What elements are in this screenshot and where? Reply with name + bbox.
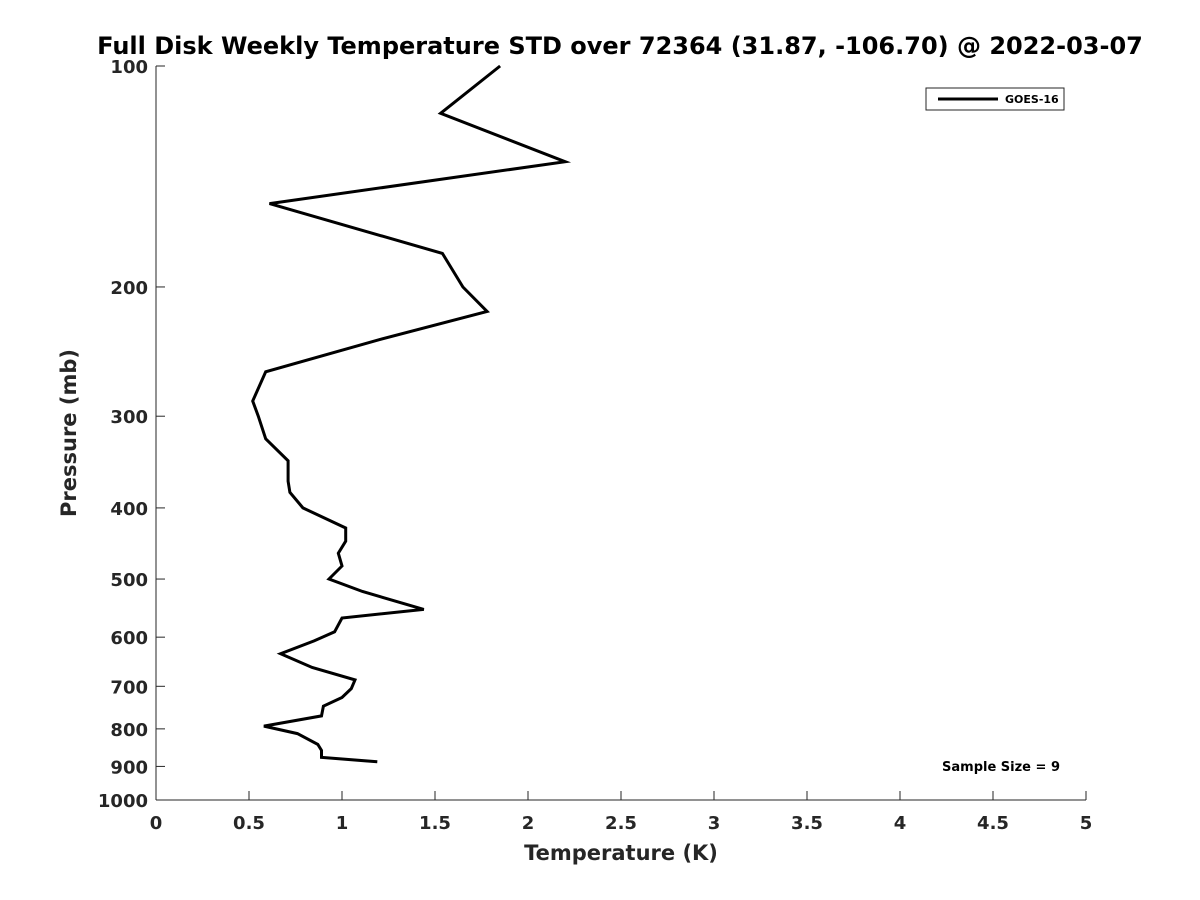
y-tick-label: 900 (110, 757, 148, 778)
x-tick-label: 0.5 (233, 813, 265, 834)
sample-size-annotation: Sample Size = 9 (942, 760, 1060, 775)
y-tick-label: 200 (110, 278, 148, 299)
x-ticks: 0 0.5 1 1.5 2 2.5 3 3.5 4 4.5 5 (150, 791, 1093, 834)
y-tick-label: 100 (110, 57, 148, 78)
x-tick-label: 5 (1080, 813, 1093, 834)
x-tick-label: 1.5 (419, 813, 451, 834)
y-tick-label: 700 (110, 677, 148, 698)
x-tick-label: 0 (150, 813, 163, 834)
y-axis-label: Pressure (mb) (57, 349, 81, 517)
legend-label-goes-16: GOES-16 (1005, 93, 1059, 106)
x-tick-label: 2.5 (605, 813, 637, 834)
series-line-goes-16 (251, 64, 572, 764)
x-tick-label: 4 (894, 813, 907, 834)
x-tick-label: 4.5 (977, 813, 1009, 834)
axes (155, 66, 1086, 801)
y-tick-label: 300 (110, 407, 148, 428)
x-tick-label: 3.5 (791, 813, 823, 834)
x-tick-label: 1 (336, 813, 349, 834)
legend: GOES-16 (925, 87, 1065, 111)
y-tick-label: 600 (110, 628, 148, 649)
y-tick-label: 400 (110, 499, 148, 520)
y-ticks: 100 200 300 400 500 600 700 800 900 1000 (98, 57, 165, 812)
y-tick-label: 800 (110, 720, 148, 741)
x-tick-label: 2 (522, 813, 535, 834)
chart-title: Full Disk Weekly Temperature STD over 72… (97, 32, 1143, 60)
y-tick-label: 1000 (98, 791, 148, 812)
x-tick-label: 3 (708, 813, 721, 834)
y-tick-label: 500 (110, 570, 148, 591)
series-layer (251, 64, 572, 764)
x-axis-label: Temperature (K) (524, 841, 718, 865)
